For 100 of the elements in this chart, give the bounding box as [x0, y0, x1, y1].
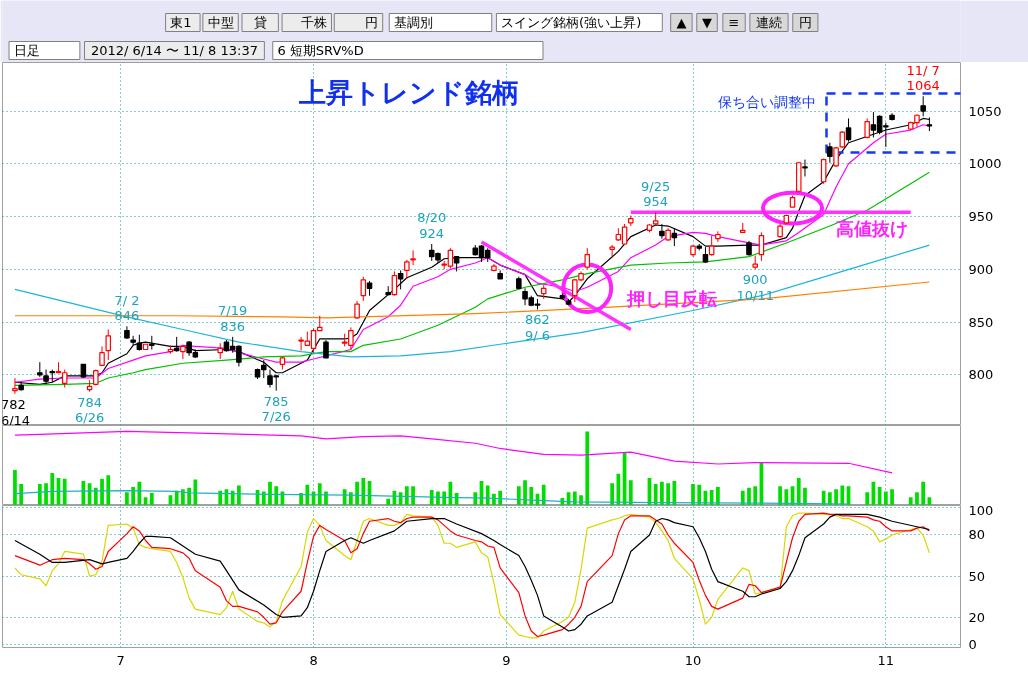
- bar: [355, 481, 359, 505]
- bar: [585, 431, 590, 505]
- x-tick-label: 8: [309, 652, 318, 668]
- bar: [100, 478, 104, 505]
- bar: [436, 491, 440, 505]
- annotation: 8/20 924: [417, 210, 447, 241]
- annotation: 7/19 836: [218, 303, 248, 334]
- annotation: 784 6/26: [74, 394, 105, 426]
- bar: [62, 478, 67, 505]
- bar: [299, 492, 303, 505]
- annotation: 9/25 954: [641, 178, 671, 210]
- y-tick-label: 900: [968, 261, 994, 277]
- bar: [796, 478, 801, 505]
- bar: [492, 493, 496, 505]
- bar: [411, 486, 415, 505]
- bar: [660, 481, 664, 505]
- bar: [218, 490, 223, 505]
- candlestick: [827, 142, 833, 164]
- text: 上昇トレンド銘柄: [297, 76, 519, 108]
- bar: [778, 486, 782, 505]
- text: ▼: [702, 15, 713, 30]
- bar: [697, 484, 702, 505]
- bar: [404, 486, 409, 505]
- bar: [19, 484, 24, 505]
- text: 円: [798, 15, 812, 30]
- bar: [616, 473, 621, 505]
- bar: [541, 484, 546, 505]
- text: 中型: [207, 15, 234, 30]
- bar: [908, 497, 913, 505]
- candlestick: [758, 231, 765, 262]
- text: 基調別: [393, 15, 433, 30]
- bar: [834, 489, 838, 505]
- text: 連続: [755, 15, 782, 30]
- y-tick-label: 1050: [968, 103, 1002, 119]
- text: 千株: [300, 15, 327, 30]
- bar: [37, 484, 42, 505]
- bar: [865, 492, 870, 505]
- y-tick-label: 800: [968, 367, 994, 383]
- candlestick: [920, 95, 926, 117]
- candlestick: [105, 328, 112, 361]
- candlestick: [659, 223, 665, 240]
- bar: [442, 491, 447, 505]
- bar: [803, 487, 807, 505]
- bar: [628, 480, 633, 505]
- text: ▲: [676, 15, 687, 30]
- text: ≡: [728, 15, 740, 30]
- bar: [181, 489, 185, 505]
- candlestick: [584, 247, 591, 270]
- bar: [174, 490, 179, 505]
- candlestick: [130, 335, 136, 346]
- bar: [106, 475, 111, 505]
- y-tick-label: 0: [968, 637, 977, 653]
- bar: [230, 490, 235, 505]
- bar: [691, 484, 695, 505]
- bar: [821, 490, 826, 505]
- y-tick-label: 850: [968, 314, 994, 330]
- text: 円: [365, 15, 379, 30]
- bar: [485, 485, 490, 505]
- bar: [237, 485, 241, 505]
- bar: [840, 485, 845, 505]
- annotation: 785 7/26: [261, 393, 291, 425]
- candlestick: [12, 377, 18, 395]
- bar: [672, 481, 677, 505]
- bar: [131, 486, 135, 505]
- x-tick-label: 11: [877, 652, 895, 668]
- candlestick: [360, 276, 367, 302]
- candlestick: [708, 235, 715, 257]
- bar: [193, 479, 198, 505]
- candlestick: [404, 259, 410, 280]
- y-tick-label: 950: [968, 209, 994, 225]
- text: スイング銘柄(強い上昇): [501, 15, 642, 30]
- text: 6 短期SRV%D: [277, 43, 364, 58]
- bar: [716, 486, 720, 505]
- bar: [828, 492, 832, 505]
- bar: [317, 483, 322, 505]
- bar: [50, 472, 55, 505]
- candlestick: [609, 244, 615, 259]
- y-tick-label: 1000: [968, 156, 1002, 172]
- text: 貸: [253, 15, 267, 30]
- candlestick: [820, 158, 827, 185]
- y-tick-label: 80: [968, 527, 986, 543]
- bar: [274, 486, 279, 505]
- bar: [666, 483, 670, 505]
- annotation: 782 6/14: [0, 396, 31, 428]
- bar: [921, 481, 926, 505]
- y-tick-label: 100: [968, 502, 994, 518]
- candlestick: [99, 345, 105, 366]
- y-tick-label: 20: [968, 609, 986, 625]
- candlestick: [391, 270, 398, 297]
- x-tick-label: 9: [502, 652, 511, 668]
- bar: [498, 490, 503, 505]
- annotation: 保ち合い調整中: [717, 93, 816, 110]
- annotation: 11/ 7 1064: [906, 62, 940, 94]
- bar: [305, 484, 310, 505]
- candlestick: [410, 249, 416, 266]
- bar: [261, 491, 266, 505]
- bar: [572, 491, 577, 505]
- annotation: 高値抜け: [836, 217, 909, 239]
- candlestick: [180, 344, 186, 360]
- x-tick-label: 7: [116, 652, 125, 668]
